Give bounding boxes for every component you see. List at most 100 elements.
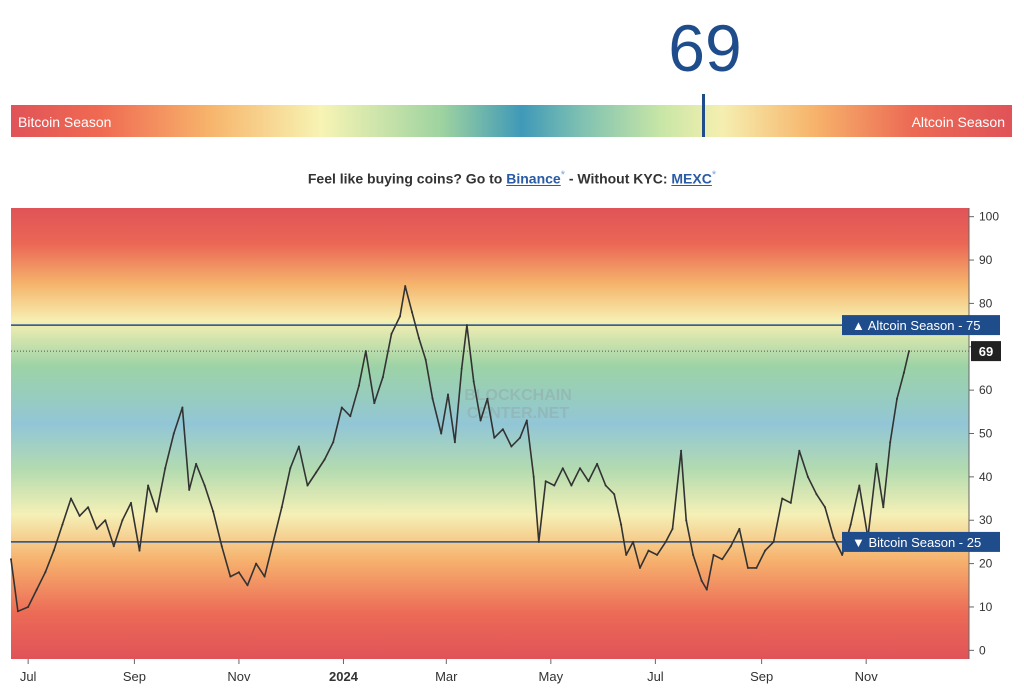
threshold-flag-label-1: ▼ Bitcoin Season - 25: [852, 535, 981, 550]
y-tick-label-20: 20: [979, 557, 993, 571]
data-point-105: [849, 523, 852, 526]
binance-link[interactable]: Binance: [506, 170, 561, 187]
data-point-67: [544, 480, 547, 483]
data-point-54: [453, 441, 456, 444]
promo-mid: - Without KYC:: [564, 170, 672, 187]
data-point-23: [203, 484, 206, 487]
data-point-47: [404, 285, 407, 288]
promo-prefix: Feel like buying coins? Go to: [307, 170, 507, 187]
data-point-80: [647, 549, 650, 552]
watermark-line-1: BLOCKCHAIN: [464, 387, 572, 404]
data-point-19: [172, 432, 175, 435]
gauge-label-bitcoin-season: Bitcoin Season: [18, 114, 112, 130]
data-point-87: [700, 579, 703, 582]
data-point-66: [537, 540, 540, 543]
data-point-60: [493, 436, 496, 439]
data-point-33: [289, 467, 292, 470]
threshold-flag-1: [842, 531, 1000, 552]
data-point-76: [620, 523, 623, 526]
data-point-5: [52, 549, 55, 552]
data-point-61: [501, 428, 504, 431]
data-point-79: [639, 566, 641, 569]
data-point-72: [587, 480, 590, 483]
data-point-64: [525, 419, 528, 422]
data-point-74: [604, 484, 607, 487]
x-tick-label-1: Sep: [123, 669, 146, 684]
data-point-82: [664, 540, 667, 543]
data-point-0: [10, 558, 12, 561]
data-point-35: [306, 484, 309, 487]
promo-text: Feel like buying coins? Go to Binance* -…: [0, 166, 1024, 188]
data-point-98: [789, 501, 792, 504]
data-point-26: [229, 575, 232, 578]
data-point-25: [220, 545, 223, 548]
data-point-42: [364, 350, 367, 353]
season-gauge-bar: [11, 105, 1012, 137]
data-point-1: [16, 610, 19, 613]
binance-star: *: [560, 169, 565, 181]
data-point-12: [112, 545, 115, 548]
x-tick-label-8: Nov: [855, 669, 879, 684]
mexc-star: *: [711, 169, 717, 181]
data-point-69: [561, 467, 564, 470]
data-point-92: [738, 527, 741, 530]
data-point-27: [237, 571, 240, 574]
data-point-36: [315, 471, 318, 474]
data-point-78: [632, 540, 635, 543]
data-point-14: [130, 501, 132, 504]
data-point-111: [896, 397, 898, 400]
data-point-13: [121, 519, 124, 522]
data-point-43: [373, 402, 376, 405]
data-point-15: [138, 549, 141, 552]
data-point-70: [570, 484, 573, 487]
data-point-95: [764, 549, 767, 552]
data-point-8: [78, 514, 81, 517]
data-point-41: [357, 384, 360, 387]
chart-plot-background: [11, 208, 969, 659]
data-point-20: [181, 406, 184, 409]
data-point-32: [280, 506, 283, 509]
mexc-link[interactable]: MEXC: [671, 170, 712, 187]
data-point-2: [27, 606, 30, 608]
data-point-31: [272, 540, 275, 543]
data-point-38: [332, 441, 335, 444]
threshold-flag-label-0: ▲ Altcoin Season - 75: [852, 318, 981, 333]
data-point-113: [908, 350, 910, 353]
x-tick-label-7: Sep: [750, 669, 773, 684]
y-tick-label-0: 0: [979, 643, 986, 657]
data-point-9: [87, 506, 90, 509]
y-tick-label-40: 40: [979, 470, 993, 484]
data-point-24: [212, 510, 215, 513]
data-point-16: [147, 484, 150, 487]
data-point-86: [692, 553, 695, 556]
data-point-48: [411, 311, 413, 314]
y-tick-label-10: 10: [979, 600, 993, 614]
data-point-94: [755, 566, 758, 569]
x-tick-label-4: Mar: [435, 669, 458, 684]
threshold-flag-0: [842, 315, 1000, 336]
data-point-46: [399, 315, 401, 318]
y-tick-label-30: 30: [979, 513, 993, 527]
current-value-flag-label: 69: [979, 344, 993, 359]
data-point-91: [729, 545, 732, 548]
data-point-62: [510, 445, 513, 448]
data-point-49: [417, 337, 420, 340]
data-point-44: [381, 376, 384, 379]
data-point-89: [712, 553, 715, 556]
data-point-83: [671, 527, 674, 530]
data-point-85: [685, 519, 688, 522]
data-point-63: [519, 436, 521, 439]
data-point-22: [195, 462, 198, 465]
data-point-29: [255, 562, 258, 565]
data-point-58: [479, 419, 482, 422]
data-point-71: [579, 467, 581, 470]
data-point-3: [35, 588, 38, 591]
data-point-51: [431, 397, 434, 400]
data-point-99: [798, 449, 801, 452]
watermark-logo: BLOCKCHAIN CENTER.NET: [464, 387, 572, 422]
y-tick-label-80: 80: [979, 296, 993, 310]
data-point-59: [486, 397, 489, 400]
data-point-90: [721, 558, 724, 561]
data-point-112: [902, 371, 905, 374]
x-tick-label-0: Jul: [20, 669, 37, 684]
